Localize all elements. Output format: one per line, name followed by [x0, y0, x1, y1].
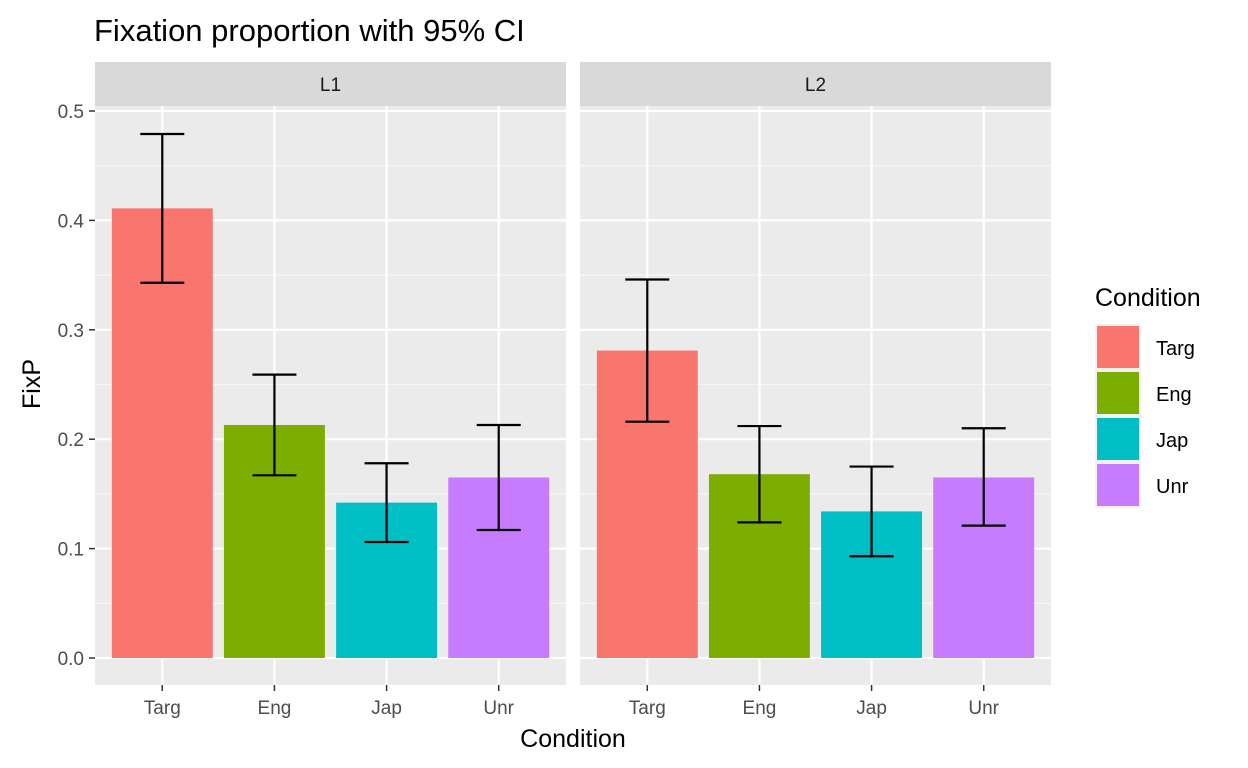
x-tick-label: Eng: [258, 698, 292, 719]
facet-strip: [580, 62, 1051, 106]
legend-item-Eng: Eng: [1095, 370, 1192, 416]
facet-strip: [95, 62, 566, 106]
legend-item-Targ: Targ: [1095, 324, 1195, 370]
y-tick-label: 0.4: [58, 211, 85, 232]
x-tick-label: Unr: [968, 698, 999, 719]
y-tick-label: 0.0: [58, 649, 84, 670]
y-axis-title: FixP: [18, 359, 46, 409]
error-bar-L2-Eng: [737, 424, 782, 524]
legend-swatch: [1097, 326, 1139, 368]
legend-items: Targ Eng Jap Unr: [1095, 324, 1195, 508]
facet-panel-L2: L2 Targ Eng Jap Unr: [580, 62, 1051, 719]
error-bar-L1-Jap: [364, 462, 409, 544]
y-tick-label: 0.2: [58, 430, 84, 451]
x-tick-label: Jap: [371, 698, 402, 719]
legend-label: Unr: [1156, 476, 1189, 498]
error-bar-L1-Targ: [140, 132, 185, 284]
legend-swatch: [1097, 372, 1139, 414]
legend-item-Jap: Jap: [1095, 416, 1188, 462]
legend-title: Condition: [1095, 284, 1201, 312]
y-tick-label: 0.1: [58, 540, 84, 561]
x-tick-label: Unr: [483, 698, 514, 719]
legend-swatch: [1097, 464, 1139, 506]
x-tick-label: Targ: [629, 698, 666, 719]
legend-label: Jap: [1156, 430, 1188, 452]
chart-title: Fixation proportion with 95% CI: [94, 13, 525, 48]
facet-panel-L1: L1 Targ Eng Jap Unr: [95, 62, 566, 719]
error-bar-L1-Unr: [476, 423, 521, 532]
facet-strip-label: L2: [805, 75, 826, 96]
y-tick-label: 0.3: [58, 321, 84, 342]
legend-swatch: [1097, 418, 1139, 460]
x-axis-title: Condition: [520, 725, 626, 753]
legend-item-Unr: Unr: [1095, 462, 1189, 508]
legend-label: Eng: [1156, 384, 1192, 406]
panels: L1 Targ Eng Jap Unr L2 Targ Eng Jap Unr: [95, 62, 1051, 719]
x-tick-label: Jap: [856, 698, 887, 719]
error-bar-L2-Targ: [625, 278, 670, 423]
error-bar-L2-Jap: [849, 465, 894, 558]
y-tick-label: 0.5: [58, 102, 84, 123]
error-bar-L2-Unr: [961, 427, 1006, 527]
legend-label: Targ: [1156, 338, 1195, 360]
error-bar-L1-Eng: [252, 373, 297, 477]
facet-strip-label: L1: [320, 75, 341, 96]
x-tick-label: Eng: [743, 698, 777, 719]
x-tick-label: Targ: [144, 698, 181, 719]
y-axis: 0.0 0.1 0.2 0.3 0.4 0.5: [58, 102, 95, 670]
legend: Condition Targ Eng Jap Unr: [1095, 284, 1201, 508]
